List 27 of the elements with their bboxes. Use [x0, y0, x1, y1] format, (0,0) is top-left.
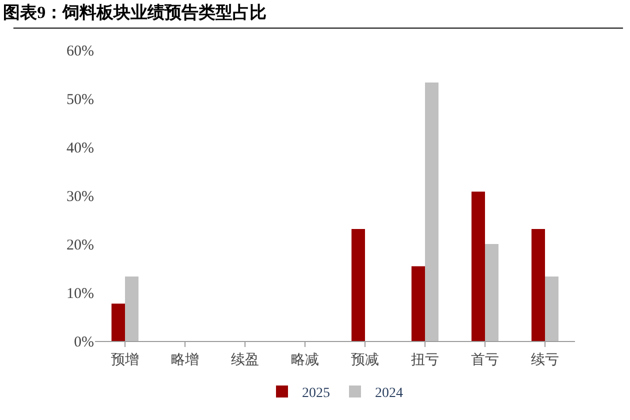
- x-tick-label: 续亏: [531, 352, 559, 368]
- x-tick-label: 预减: [351, 352, 379, 368]
- y-tick-label: 50%: [66, 92, 94, 108]
- legend-label: 2024: [375, 386, 403, 401]
- bar: [472, 192, 485, 341]
- x-tick-label: 预增: [111, 352, 139, 368]
- x-tick-label: 续盈: [231, 352, 259, 368]
- x-tick-label: 略减: [291, 352, 319, 368]
- y-tick-label: 40%: [66, 140, 94, 156]
- x-tick-label: 略增: [171, 352, 199, 368]
- bar: [112, 304, 125, 341]
- bar: [485, 244, 498, 341]
- bar: [125, 276, 138, 341]
- y-tick-label: 60%: [66, 43, 94, 60]
- y-tick-label: 0%: [74, 334, 94, 350]
- bar: [412, 266, 425, 341]
- x-tick-label: 首亏: [471, 352, 499, 368]
- y-tick-label: 30%: [66, 188, 94, 205]
- y-tick-label: 10%: [66, 286, 94, 302]
- bar: [425, 82, 438, 341]
- legend-label: 2025: [302, 386, 330, 401]
- bar: [352, 228, 365, 341]
- chart-title: 图表9：饲料板块业绩预告类型占比: [3, 3, 267, 22]
- y-tick-label: 20%: [66, 237, 94, 254]
- x-tick-label: 扭亏: [411, 352, 439, 368]
- bar: [532, 228, 545, 341]
- bar: [545, 276, 558, 341]
